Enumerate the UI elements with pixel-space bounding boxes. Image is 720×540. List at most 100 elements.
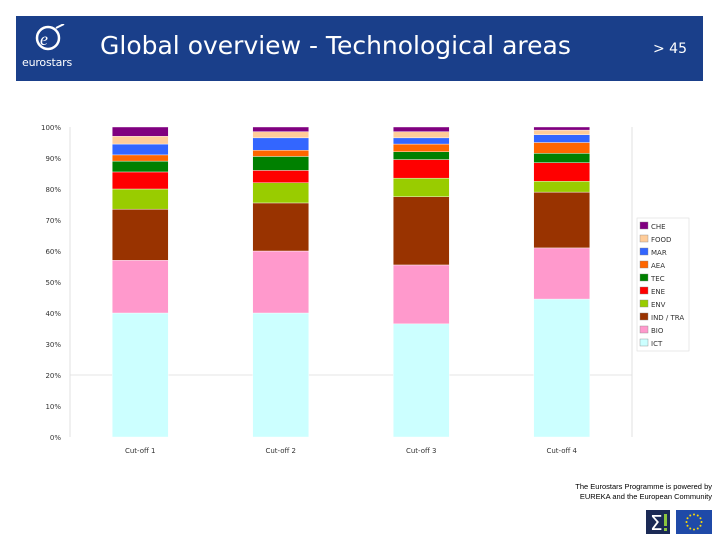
bar-segment-tec bbox=[112, 160, 169, 173]
bar-segment-env bbox=[533, 181, 590, 193]
bar-segment-ind-tra bbox=[252, 202, 309, 252]
bar-segment-ict bbox=[393, 323, 450, 438]
legend-label: MAR bbox=[651, 249, 667, 257]
eu-star-icon bbox=[685, 521, 688, 523]
eu-flag-icon bbox=[676, 510, 712, 534]
x-axis-ticks: Cut-off 1 Cut-off 2 Cut-off 3 Cut-off 4 bbox=[125, 447, 578, 455]
chart-bars bbox=[112, 126, 590, 438]
bar-segment-che bbox=[533, 126, 590, 131]
bar-segment-che bbox=[112, 126, 169, 137]
legend-swatch bbox=[639, 312, 649, 321]
legend-swatch bbox=[639, 273, 649, 282]
y-tick-label: 60% bbox=[45, 248, 61, 256]
bar-segment-che bbox=[252, 126, 309, 132]
bar-segment-ene bbox=[112, 171, 169, 190]
eu-star-icon bbox=[699, 524, 702, 527]
y-tick-label: 80% bbox=[45, 186, 61, 194]
bar-segment-tec bbox=[393, 151, 450, 160]
y-tick-label: 100% bbox=[41, 124, 61, 132]
bar-segment-bio bbox=[252, 250, 309, 314]
legend-swatch bbox=[639, 325, 649, 334]
eu-star-icon bbox=[696, 514, 699, 517]
y-tick-label: 20% bbox=[45, 372, 61, 380]
legend-label: IND / TRA bbox=[651, 314, 684, 322]
eu-star-icon bbox=[700, 521, 703, 523]
eu-star-icon bbox=[686, 524, 689, 527]
legend-label: ICT bbox=[651, 340, 663, 348]
x-tick-label: Cut-off 1 bbox=[125, 447, 156, 455]
title-bar: e eurostars Global overview - Technologi… bbox=[16, 16, 703, 81]
eu-star-icon bbox=[686, 517, 689, 520]
bar-segment-food bbox=[533, 129, 590, 135]
bar-segment-che bbox=[393, 126, 450, 132]
legend-label: BIO bbox=[651, 327, 664, 335]
x-tick-label: Cut-off 4 bbox=[546, 447, 577, 455]
bar-segment-tec bbox=[252, 156, 309, 171]
bar-segment-mar bbox=[252, 137, 309, 151]
legend-swatch bbox=[639, 338, 649, 347]
bar-segment-ind-tra bbox=[533, 191, 590, 249]
powered-by-line-2: EUREKA and the European Community bbox=[579, 492, 712, 501]
bar-segment-ene bbox=[393, 159, 450, 179]
y-axis-ticks: 0% 10% 20% 30% 40% 50% 60% 70% 80% 90% 100% bbox=[41, 124, 61, 442]
page-number: > 45 bbox=[653, 41, 687, 57]
bar-segment-tec bbox=[533, 153, 590, 163]
bar-segment-aea bbox=[252, 150, 309, 157]
bar-segment-ene bbox=[533, 162, 590, 182]
eu-star-icon bbox=[689, 527, 692, 530]
y-tick-label: 50% bbox=[45, 279, 61, 287]
eu-star-icon bbox=[699, 517, 702, 520]
powered-by-line-1: The Eurostars Programme is powered by bbox=[575, 482, 712, 491]
y-tick-label: 10% bbox=[45, 403, 61, 411]
y-tick-label: 70% bbox=[45, 217, 61, 225]
legend-label: TEC bbox=[650, 275, 665, 283]
bar-segment-mar bbox=[393, 137, 450, 145]
logo-text: eurostars bbox=[22, 56, 72, 69]
eu-star-icon bbox=[693, 528, 695, 531]
legend-label: ENV bbox=[651, 301, 666, 309]
page-title: Global overview - Technological areas bbox=[100, 31, 571, 60]
legend-label: ENE bbox=[651, 288, 665, 296]
bar-segment-ene bbox=[252, 170, 309, 184]
bar-segment-env bbox=[112, 188, 169, 210]
bar-segment-aea bbox=[533, 142, 590, 154]
powered-by-text: The Eurostars Programme is powered by EU… bbox=[512, 482, 712, 502]
x-tick-label: Cut-off 3 bbox=[406, 447, 437, 455]
eu-star-icon bbox=[689, 514, 692, 517]
legend-swatch bbox=[639, 247, 649, 256]
y-tick-label: 0% bbox=[50, 434, 61, 442]
bar-segment-food bbox=[393, 131, 450, 139]
bar-segment-ict bbox=[112, 312, 169, 438]
x-tick-label: Cut-off 2 bbox=[265, 447, 296, 455]
bar-segment-mar bbox=[533, 134, 590, 143]
eureka-logo-icon: Σ bbox=[646, 510, 670, 534]
legend-label: CHE bbox=[651, 223, 666, 231]
y-tick-label: 40% bbox=[45, 310, 61, 318]
legend-swatch bbox=[639, 299, 649, 308]
chart-legend: CHE FOOD MAR AEA TEC ENE ENV IND / TRA BIO ICT bbox=[636, 217, 690, 352]
eu-star-icon bbox=[693, 513, 695, 516]
bar-segment-ict bbox=[252, 312, 309, 438]
bar-segment-bio bbox=[533, 247, 590, 300]
svg-text:Σ: Σ bbox=[650, 511, 663, 534]
stacked-bar-chart: 0% 10% 20% 30% 40% 50% 60% 70% 80% 90% 100% Cut-of… bbox=[41, 124, 690, 455]
bar-segment-food bbox=[252, 131, 309, 139]
bar-segment-bio bbox=[393, 264, 450, 325]
legend-swatch bbox=[639, 260, 649, 269]
bar-segment-env bbox=[252, 182, 309, 204]
svg-text:e: e bbox=[40, 29, 48, 49]
eurostars-logo: e eurostars bbox=[20, 23, 100, 76]
eurostars-logo-mark: e bbox=[35, 23, 65, 51]
y-tick-label: 90% bbox=[45, 155, 61, 163]
bar-segment-bio bbox=[112, 260, 169, 314]
legend-swatch bbox=[639, 286, 649, 295]
bar-segment-ind-tra bbox=[393, 196, 450, 266]
legend-label: FOOD bbox=[651, 236, 671, 244]
y-tick-label: 30% bbox=[45, 341, 61, 349]
bar-segment-mar bbox=[112, 143, 169, 156]
bar-segment-aea bbox=[393, 143, 450, 152]
bar-segment-ict bbox=[533, 298, 590, 438]
bar-segment-food bbox=[112, 136, 169, 145]
legend-swatch bbox=[639, 221, 649, 230]
bar-segment-aea bbox=[112, 154, 169, 162]
